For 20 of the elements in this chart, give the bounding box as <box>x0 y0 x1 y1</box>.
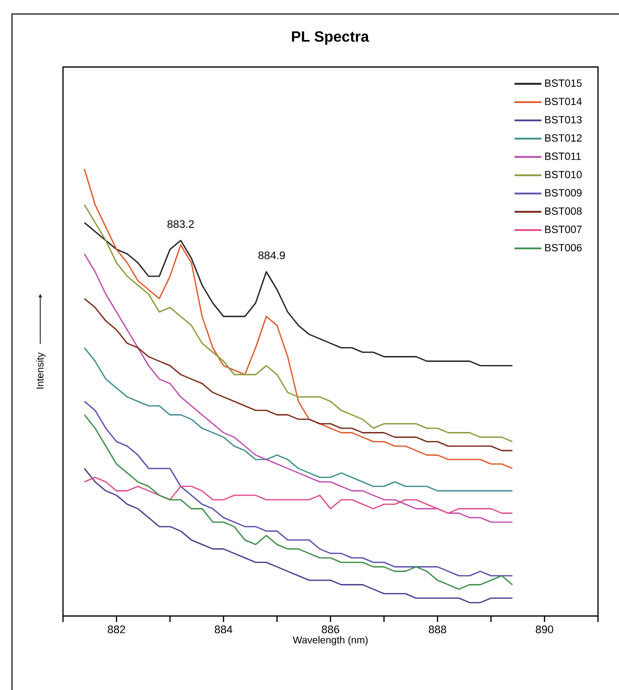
legend-label: BST014 <box>545 98 582 106</box>
x-tick-label: 882 <box>108 626 126 634</box>
annotation: 883.2 <box>167 220 194 228</box>
legend-label: BST007 <box>545 226 582 234</box>
x-tick-label: 888 <box>428 626 446 634</box>
legend-label: BST010 <box>545 170 582 178</box>
x-tick-label: 884 <box>214 626 232 634</box>
legend-label: BST008 <box>545 207 582 215</box>
x-tick-label: 890 <box>536 626 554 634</box>
x-tick-label: 886 <box>322 626 340 634</box>
y-axis-title: Intensity <box>36 352 46 389</box>
annotation: 884.9 <box>258 251 285 260</box>
legend-label: BST015 <box>545 79 582 87</box>
legend-label: BST011 <box>545 152 581 160</box>
chart-title: PL Spectra <box>292 31 370 45</box>
legend-label: BST006 <box>545 244 582 252</box>
x-axis-title: Wavelength (nm) <box>292 636 368 646</box>
legend-label: BST013 <box>545 116 582 124</box>
legend-label: BST009 <box>545 189 582 197</box>
legend-label: BST012 <box>545 134 582 142</box>
